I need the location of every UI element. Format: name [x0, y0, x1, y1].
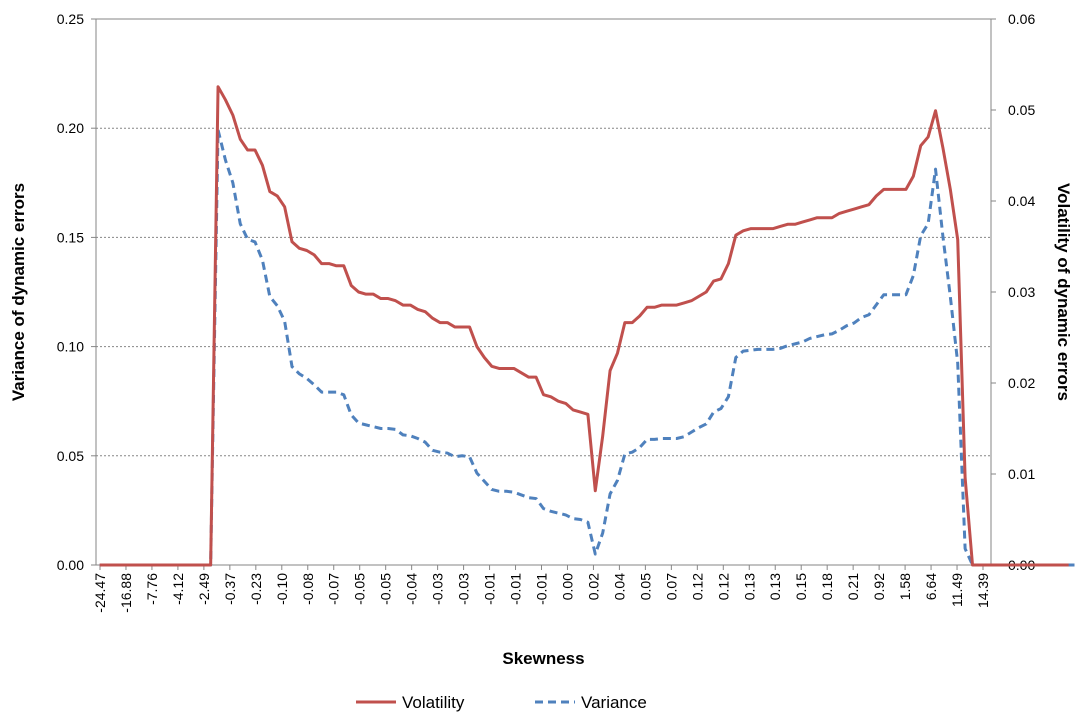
x-tick-label: -0.10	[274, 573, 290, 605]
x-tick-label: 0.18	[819, 573, 835, 600]
x-axis-ticks: -24.47 -16.88 -7.76 -4.12 -2.49 -0.37 -0.23 -0.…	[92, 565, 991, 613]
x-tick-label: -16.88	[118, 573, 134, 613]
x-tick-label: 14.39	[975, 573, 991, 608]
x-tick-label: -7.76	[144, 573, 160, 605]
x-tick-label: -0.01	[508, 573, 524, 605]
x-tick-label: -4.12	[170, 573, 186, 605]
x-tick-label: 0.05	[637, 573, 653, 600]
x-tick-label: -0.04	[404, 573, 420, 605]
x-tick-label: 0.21	[845, 573, 861, 600]
x-tick-label: -0.05	[378, 573, 394, 605]
x-tick-label: 0.04	[611, 573, 627, 600]
x-tick-label: 0.00	[559, 573, 575, 600]
series-line-volatility	[99, 85, 1069, 567]
right-tick-label: 0.04	[1008, 193, 1035, 209]
x-tick-label: -0.05	[352, 573, 368, 605]
x-tick-label: 0.13	[767, 573, 783, 600]
x-tick-label: -0.03	[456, 573, 472, 605]
gridlines	[96, 127, 991, 457]
left-axis-ticks: 0.00 0.05 0.10 0.15 0.20 0.25	[57, 11, 96, 573]
x-tick-label: 6.64	[923, 573, 939, 600]
x-tick-label: -0.23	[248, 573, 264, 605]
x-tick-label: -0.01	[534, 573, 550, 605]
right-tick-label: 0.05	[1008, 102, 1035, 118]
left-tick-label: 0.20	[57, 120, 84, 136]
x-tick-label: 0.12	[689, 573, 705, 600]
x-tick-label: 0.13	[741, 573, 757, 600]
left-tick-label: 0.00	[57, 557, 84, 573]
x-tick-label: -0.37	[222, 573, 238, 605]
x-tick-label: -0.03	[430, 573, 446, 605]
x-tick-label: -2.49	[196, 573, 212, 605]
x-axis-title: Skewness	[502, 649, 584, 668]
x-tick-label: 1.58	[897, 573, 913, 600]
x-tick-label: -0.07	[326, 573, 342, 605]
series-line-variance	[99, 128, 1076, 567]
x-tick-label: 0.02	[585, 573, 601, 600]
right-y-axis-title: Volatility of dynamic errors	[1054, 183, 1073, 401]
legend-label-volatility: Volatility	[402, 693, 465, 712]
right-tick-label: 0.06	[1008, 11, 1035, 27]
left-tick-label: 0.10	[57, 339, 84, 355]
right-tick-label: 0.01	[1008, 466, 1035, 482]
plot-area-border	[95, 18, 992, 566]
x-tick-label: 0.15	[793, 573, 809, 600]
x-tick-label: -24.47	[92, 573, 108, 613]
right-axis-ticks: 0.000.010.020.030.040.050.06	[991, 11, 1035, 573]
right-tick-label: 0.02	[1008, 375, 1035, 391]
right-tick-label: 0.03	[1008, 284, 1035, 300]
left-y-axis-title: Variance of dynamic errors	[9, 183, 28, 401]
legend: Volatility Variance	[356, 693, 647, 712]
left-tick-label: 0.25	[57, 11, 84, 27]
x-tick-label: -0.08	[300, 573, 316, 605]
x-tick-label: 0.92	[871, 573, 887, 600]
legend-label-variance: Variance	[581, 693, 647, 712]
x-tick-label: -0.01	[482, 573, 498, 605]
x-tick-label: 0.07	[663, 573, 679, 600]
left-tick-label: 0.05	[57, 448, 84, 464]
x-tick-label: 0.12	[715, 573, 731, 600]
series-lines	[99, 85, 1076, 567]
x-tick-label: 11.49	[949, 573, 965, 607]
left-tick-label: 0.15	[57, 229, 84, 245]
